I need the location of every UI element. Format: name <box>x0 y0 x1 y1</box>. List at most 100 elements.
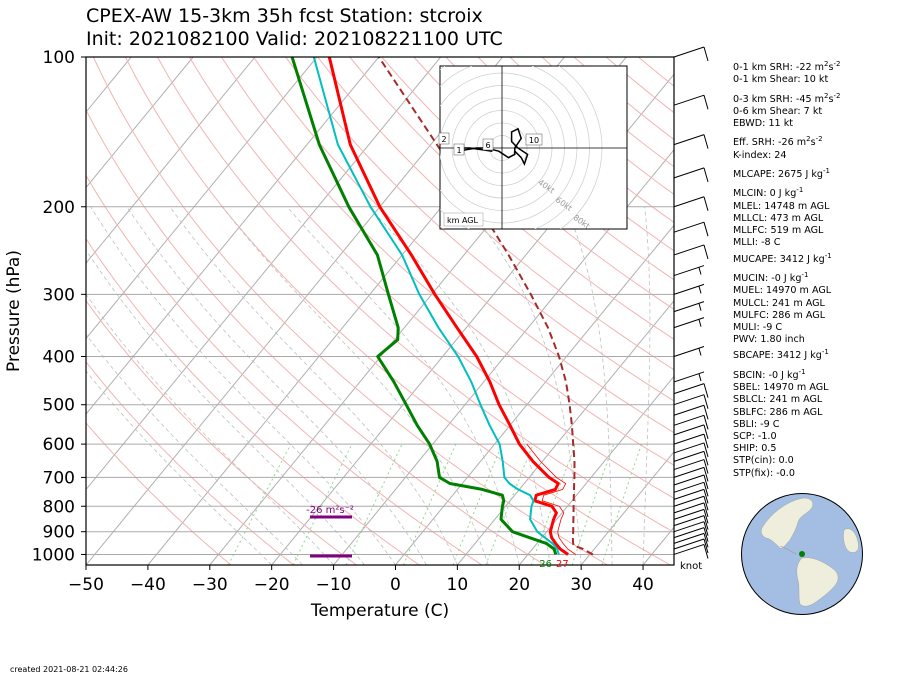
wind-barb <box>673 450 709 466</box>
index-line: SBCIN: -0 J kg-1 <box>733 367 806 381</box>
globe-land-africa <box>843 528 859 553</box>
isotherm-line <box>86 57 442 491</box>
index-line: MULCL: 241 m AGL <box>733 297 825 309</box>
mixing-ratio-line <box>530 443 577 565</box>
barb-flag-long <box>703 46 709 62</box>
dry-adiabat-line <box>124 57 671 565</box>
index-line: SHIP: 0.5 <box>733 443 777 455</box>
x-tick-label: 30 <box>570 575 592 595</box>
barb-flag-short <box>698 303 702 311</box>
barb-flag-short <box>698 373 702 382</box>
barb-flag-short <box>698 286 702 294</box>
location-globe <box>741 493 863 615</box>
hodograph-unit-box <box>443 212 484 227</box>
wind-barb <box>673 317 705 329</box>
isotherm-line <box>457 300 674 565</box>
dry-adiabat-line <box>221 57 674 466</box>
parcel-profile <box>377 57 594 556</box>
wind-barb <box>673 508 709 524</box>
barb-flag-long <box>703 474 709 490</box>
x-tick-label: −20 <box>254 575 290 595</box>
chart-title-line2: Init: 2021082100 Valid: 202108221100 UTC <box>86 28 503 50</box>
dry-adiabat-line <box>86 422 232 565</box>
y-tick-label: 900 <box>43 523 75 543</box>
mixing-ratio-line <box>292 443 353 565</box>
dry-adiabat-line <box>253 57 674 434</box>
srh-label: -26 m²s⁻² <box>306 505 354 516</box>
hodograph-height-box <box>525 133 543 146</box>
station-marker <box>799 551 805 557</box>
barb-staff <box>673 134 705 146</box>
hodograph-height-box <box>438 132 450 145</box>
barb-flag-short <box>698 319 702 327</box>
index-line: MUCAPE: 3412 J kg-1 <box>733 251 832 265</box>
barb-staff <box>673 495 705 507</box>
moist-adiabat-line <box>642 206 651 565</box>
moist-adiabat-line <box>90 206 396 565</box>
barb-flag-long <box>703 496 709 511</box>
index-line: MUEL: 14970 m AGL <box>733 285 832 297</box>
dewpoint-profile <box>290 57 558 555</box>
barb-flag-long <box>703 424 709 440</box>
moist-adiabat-line <box>86 293 334 565</box>
wind-barb <box>673 167 709 183</box>
barb-staff <box>673 521 705 533</box>
mixing-ratio-line <box>571 443 615 565</box>
barb-staff <box>673 265 705 277</box>
x-tick-label: −50 <box>68 575 104 595</box>
wind-barb <box>673 495 709 511</box>
barb-staff <box>673 94 705 106</box>
wind-barb <box>673 46 709 62</box>
barb-staff <box>673 371 705 383</box>
isotherm-line <box>86 57 194 189</box>
mixing-ratio-line <box>403 443 457 565</box>
wind-barb <box>673 543 709 559</box>
index-line: MLLI: -8 C <box>733 237 781 249</box>
index-line: MULI: -9 C <box>733 321 783 333</box>
index-line: 0-1 km Shear: 10 kt <box>733 74 829 86</box>
barb-flag-long <box>703 527 709 542</box>
hodograph-height-label: 6 <box>485 141 490 150</box>
virtual-temperature-profile <box>526 443 576 555</box>
wetbulb-profile <box>312 57 560 555</box>
hodograph-unit-label: km AGL <box>447 216 479 225</box>
barb-staff <box>673 481 705 493</box>
wind-barb <box>673 521 709 536</box>
barb-flag-long <box>703 544 709 559</box>
mixing-ratio-line <box>485 443 534 565</box>
index-line: SBLI: -9 C <box>733 418 780 430</box>
dry-adiabat-line <box>413 57 674 281</box>
y-tick-label: 800 <box>43 497 75 517</box>
barb-staff <box>673 317 705 329</box>
wind-barb <box>673 532 709 548</box>
x-axis-label: Temperature (C) <box>310 601 449 621</box>
profile-lines <box>290 57 594 556</box>
moist-adiabat-line <box>86 333 303 565</box>
temperature-profile <box>327 57 569 556</box>
wind-barb <box>673 538 709 554</box>
barb-staff <box>673 404 705 416</box>
barb-flag-short <box>698 348 702 356</box>
y-tick-label: 100 <box>43 48 75 68</box>
index-line: EBWD: 11 kt <box>733 118 794 130</box>
index-line: Eff. SRH: -26 m2s-2 <box>733 135 823 149</box>
barb-flag-long <box>703 459 709 474</box>
barb-staff <box>673 383 705 395</box>
wind-barb <box>673 134 709 149</box>
barb-staff <box>673 474 705 486</box>
barb-flag-long <box>703 515 709 530</box>
x-tick-label: 20 <box>508 575 530 595</box>
x-tick-label: −40 <box>130 575 166 595</box>
index-line: STP(fix): -0.0 <box>733 467 795 479</box>
isotherm-line <box>86 57 256 264</box>
wind-barb <box>673 265 705 277</box>
barb-flag-long <box>703 196 709 211</box>
y-tick-label: 300 <box>43 285 75 305</box>
chart-title-line1: CPEX-AW 15-3km 35h fcst Station: stcroix <box>86 5 483 27</box>
x-tick-label: −30 <box>192 575 228 595</box>
x-tick-label: 0 <box>390 575 401 595</box>
x-tick-label: −10 <box>316 575 352 595</box>
index-line: SBCAPE: 3412 J kg-1 <box>733 348 829 362</box>
